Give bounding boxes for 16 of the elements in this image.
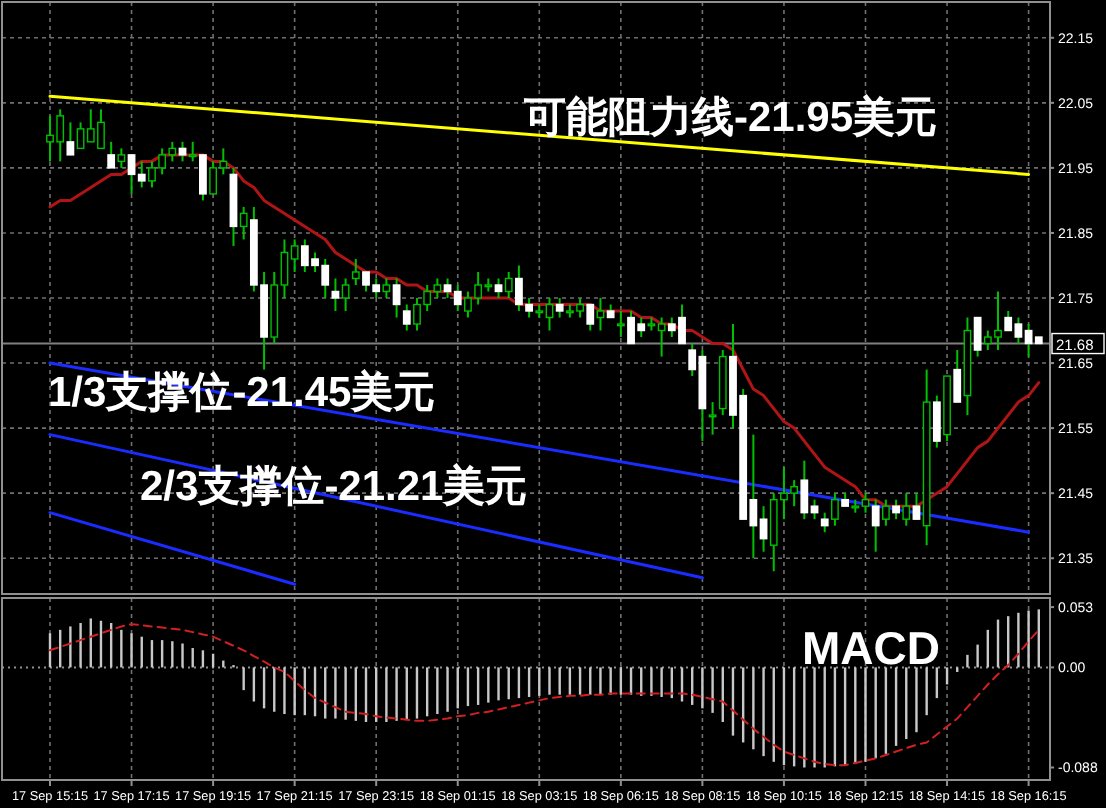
candlestick <box>881 498 890 527</box>
candlestick <box>239 205 248 241</box>
candlestick <box>504 270 513 299</box>
candlestick <box>902 492 911 527</box>
candlestick <box>188 140 197 163</box>
candlestick <box>341 277 350 313</box>
candlestick <box>616 310 625 339</box>
candlestick <box>382 277 391 299</box>
candlestick <box>351 257 360 286</box>
annotation: MACD <box>802 622 940 674</box>
candlestick <box>708 401 717 436</box>
line-series <box>49 623 1040 767</box>
annotation: 可能阻力线-21.95美元 <box>522 92 938 141</box>
candlestick <box>117 147 126 169</box>
candlestick <box>596 297 605 332</box>
candlestick <box>831 492 839 527</box>
